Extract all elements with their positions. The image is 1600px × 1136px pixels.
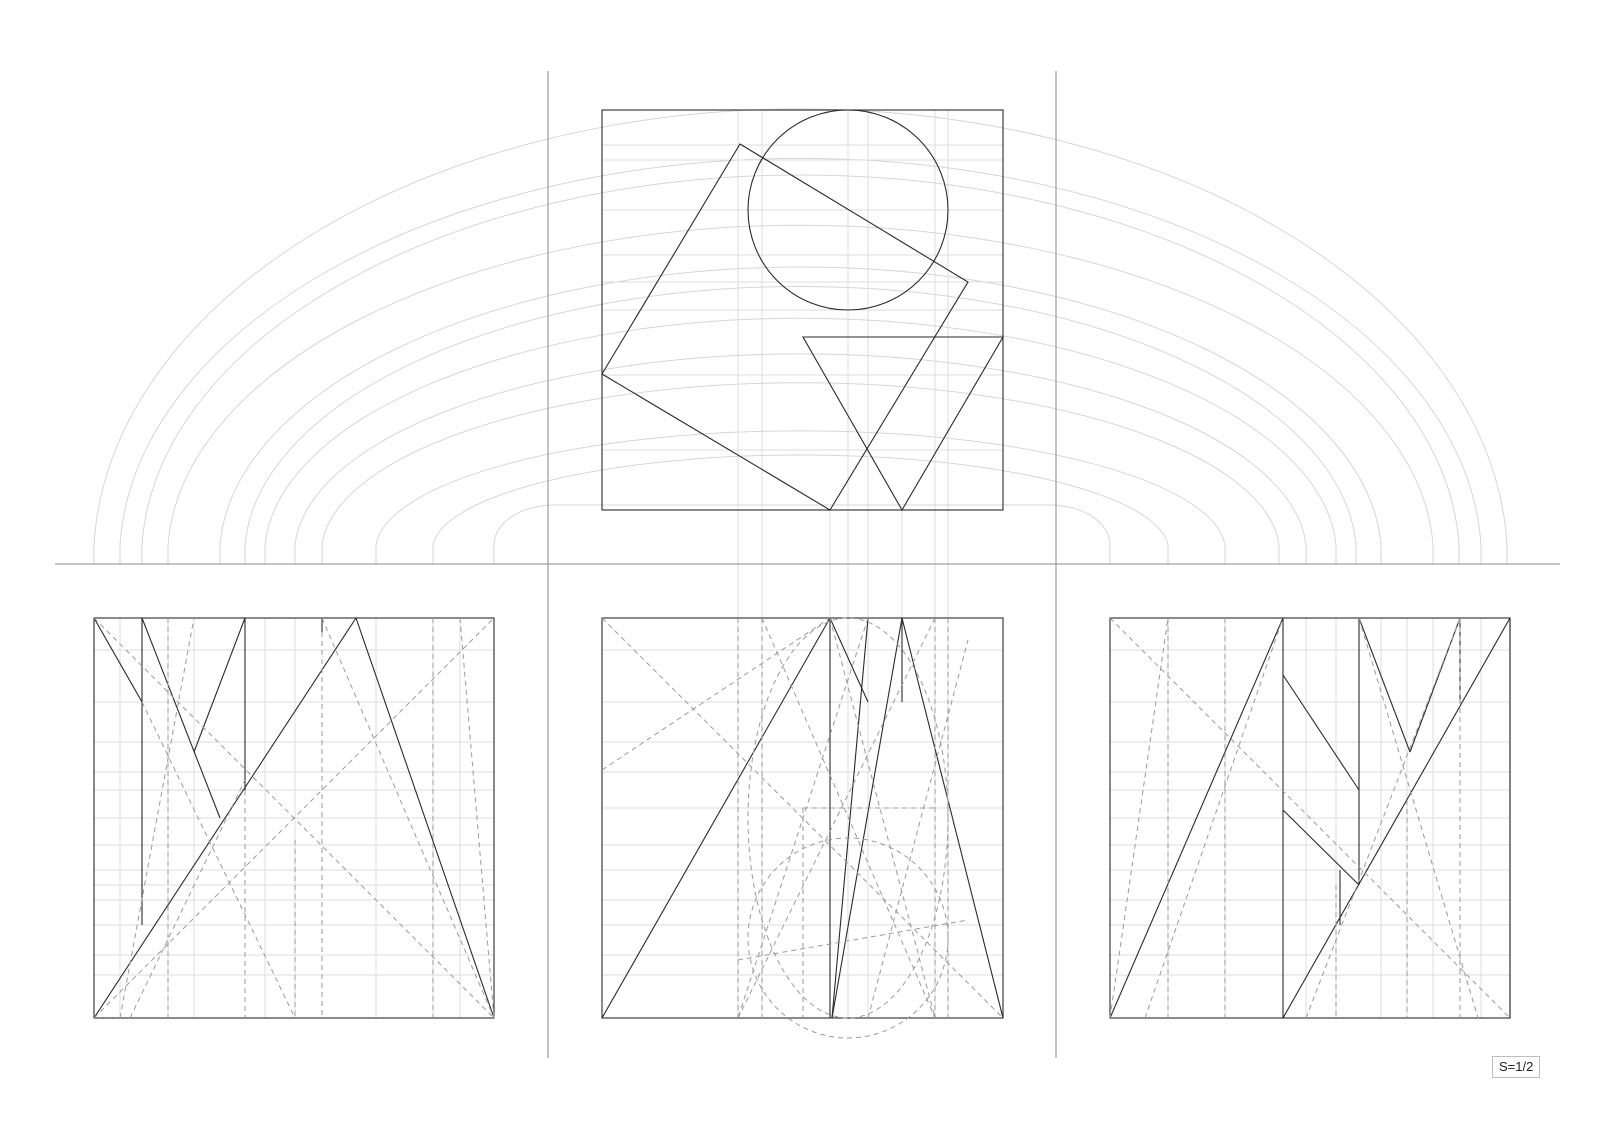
- arc-11: [432, 454, 1169, 564]
- bottom-right-dashed-guides: [1109, 617, 1511, 1019]
- top-composition: [601, 109, 1004, 512]
- arc-7: [264, 317, 1337, 564]
- bottom-left-dashed-guides: [93, 617, 495, 1019]
- arc-inner: [493, 504, 1111, 564]
- bottom-middle-construction: [601, 617, 1004, 1039]
- composition-circle: [747, 109, 949, 311]
- bottom-right-construction: [1109, 617, 1511, 1019]
- arc-5: [219, 266, 1382, 564]
- top-square-frame: [601, 109, 1004, 511]
- bottom-left-frame: [93, 617, 495, 1019]
- arc-6: [244, 285, 1357, 564]
- arc-2: [119, 157, 1482, 564]
- arc-3: [141, 174, 1460, 564]
- axes: [55, 71, 1560, 1058]
- bottom-left-construction: [93, 617, 495, 1019]
- scale-label: S=1/2: [1492, 1056, 1541, 1078]
- arc-10: [375, 430, 1226, 564]
- grid-top-square: [602, 110, 1003, 510]
- arc-9: [321, 382, 1280, 564]
- bottom-middle-solid-strokes: [601, 617, 1004, 1019]
- bottom-left-solid-strokes: [93, 617, 495, 1019]
- construction-arcs: [93, 108, 1508, 564]
- bottom-middle-dashed-guides: [601, 617, 1004, 1039]
- composition-rotated-square: [601, 143, 969, 511]
- arc-8: [294, 353, 1307, 564]
- arc-outer: [93, 108, 1508, 564]
- composition-triangle: [802, 336, 1004, 512]
- arc-4: [167, 224, 1434, 564]
